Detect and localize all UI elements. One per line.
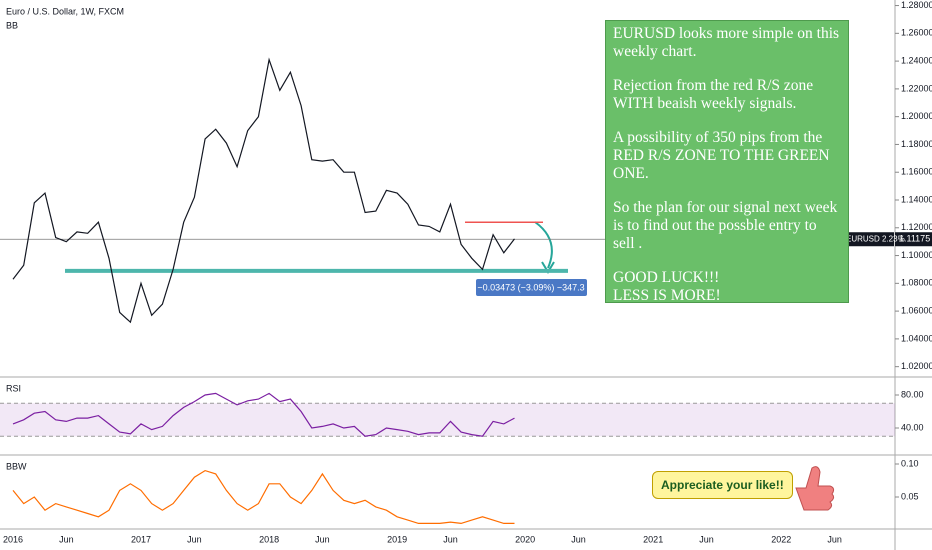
x-tick-label: Jun xyxy=(827,534,842,544)
arrow xyxy=(534,221,553,269)
y-tick-label: 0.10 xyxy=(901,458,919,468)
rsi-title: RSI xyxy=(6,383,21,393)
chart-title: Euro / U.S. Dollar, 1W, FXCM xyxy=(6,6,124,16)
x-tick-label: Jun xyxy=(571,534,586,544)
y-tick-label: 1.08000 xyxy=(901,278,932,288)
x-tick-label: Jun xyxy=(59,534,74,544)
x-tick-label: 2022 xyxy=(771,534,791,544)
symbol-label: EURUSD 2.23% xyxy=(846,234,905,243)
y-tick-label: 1.20000 xyxy=(901,111,932,121)
y-tick-label: 1.14000 xyxy=(901,194,932,204)
symbol-tag xyxy=(843,232,894,247)
x-tick-label: Jun xyxy=(699,534,714,544)
x-tick-label: Jun xyxy=(315,534,330,544)
measurement-box xyxy=(476,279,587,296)
y-tick-label: 1.06000 xyxy=(901,305,932,315)
x-tick-label: 2017 xyxy=(131,534,151,544)
y-tick-label: 1.26000 xyxy=(901,28,932,38)
y-tick-label: 1.12000 xyxy=(901,222,932,232)
y-tick-label: 1.22000 xyxy=(901,83,932,93)
y-tick-label: 1.18000 xyxy=(901,139,932,149)
series-line xyxy=(12,469,515,525)
rsi-band xyxy=(0,403,895,437)
note-box: EURUSD looks more simple on this weekly … xyxy=(605,20,849,304)
note-text: Rejection from the red R/S zone WITH bea… xyxy=(613,77,814,112)
thumb-icon xyxy=(795,466,835,511)
x-tick-label: 2020 xyxy=(515,534,535,544)
x-tick-label: Jun xyxy=(443,534,458,544)
y-tick-label: 1.24000 xyxy=(901,55,932,65)
callout: Appreciate your like!! xyxy=(652,471,793,499)
y-tick-label: 80.00 xyxy=(901,389,924,399)
x-tick-label: 2021 xyxy=(643,534,663,544)
measurement-label: −0.03473 (−3.09%) −347.3 xyxy=(477,282,584,292)
series-line xyxy=(12,392,515,437)
price-tag xyxy=(895,232,932,247)
y-tick-label: 0.05 xyxy=(901,491,919,501)
y-tick-label: 1.04000 xyxy=(901,333,932,343)
price-label: 1.11175 xyxy=(899,234,930,244)
y-tick-label: 1.28000 xyxy=(901,0,932,10)
bbw-title: BBW xyxy=(6,461,27,471)
note-text: LESS IS MORE! xyxy=(613,287,721,304)
y-tick-label: 1.02000 xyxy=(901,361,932,371)
x-tick-label: 2016 xyxy=(3,534,23,544)
y-tick-label: 1.10000 xyxy=(901,250,932,260)
indicator-label: BB xyxy=(6,20,18,30)
note-text: EURUSD looks more simple on this weekly … xyxy=(613,25,840,60)
x-tick-label: 2018 xyxy=(259,534,279,544)
note-text: GOOD LUCK!!! xyxy=(613,269,720,286)
x-tick-label: 2019 xyxy=(387,534,407,544)
x-tick-label: Jun xyxy=(187,534,202,544)
series-line xyxy=(12,57,515,324)
note-text: A possibility of 350 pips from the RED R… xyxy=(613,129,830,182)
note-text: So the plan for our signal next week is … xyxy=(613,199,838,252)
y-tick-label: 1.16000 xyxy=(901,167,932,177)
y-tick-label: 40.00 xyxy=(901,422,924,432)
